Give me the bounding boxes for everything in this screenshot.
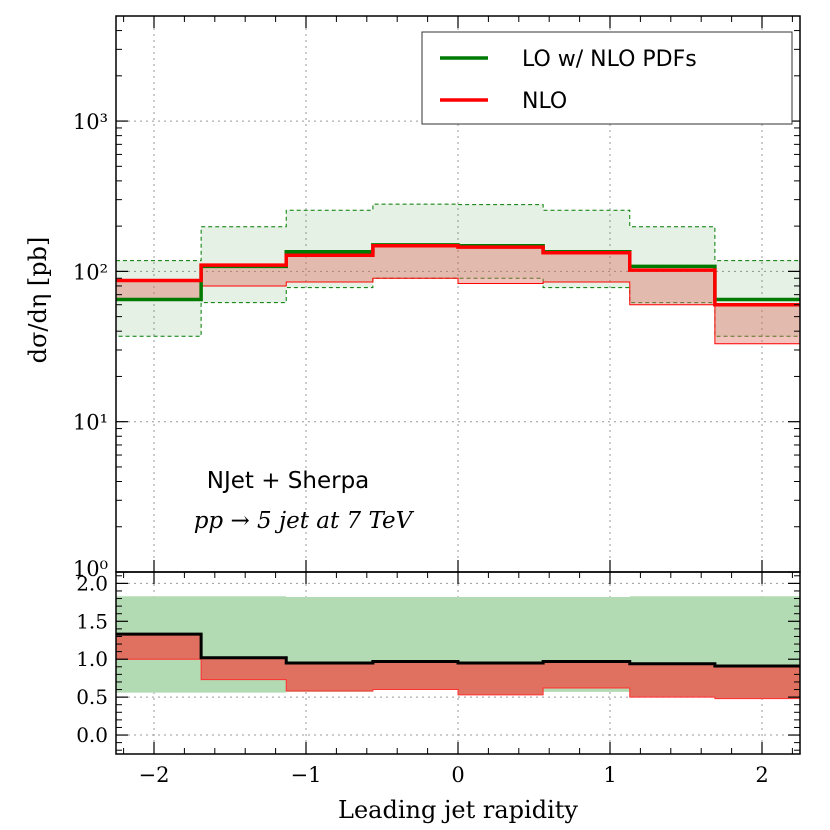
legend: LO w/ NLO PDFs NLO [421,31,793,125]
ratio-y-tick-label-1: 0.5 [76,685,108,709]
legend-box [421,31,793,125]
ratio-panel: 0.0 0.5 1.0 1.5 2.0 −2 −1 0 1 2 [76,571,801,787]
x-tick-label-0: −2 [139,763,170,787]
x-tick-label-3: 1 [603,763,616,787]
ratio-y-tick-label-2: 1.0 [76,647,108,671]
ratio-line [116,632,800,668]
legend-label-lo: LO w/ NLO PDFs [522,47,697,72]
y-tick-label-1: 10¹ [73,411,108,435]
y-tick-label-0: 10⁰ [73,557,108,581]
annotation-process: pp → 5 jet at 7 TeV [194,508,415,534]
x-tick-label-4: 2 [755,763,768,787]
y-tick-label-3: 10³ [73,110,108,134]
x-tick-label-2: 0 [451,763,464,787]
ratio-y-tick-label-3: 1.5 [76,609,108,633]
annotation-generator: NJet + Sherpa [207,468,370,494]
x-tick-label-1: −1 [291,763,322,787]
x-axis-label: Leading jet rapidity [338,796,578,824]
y-tick-label-2: 10² [73,260,108,284]
legend-label-nlo: NLO [522,89,567,114]
ratio-y-tick-label-4: 2.0 [76,571,108,595]
nlo-series-line [116,244,800,307]
y-axis-label: dσ/dη [pb] [24,237,52,364]
ratio-y-tick-label-0: 0.0 [76,723,108,747]
chart-text-layer: dσ/dη [pb] Leading jet rapidity NJet + S… [24,237,578,824]
